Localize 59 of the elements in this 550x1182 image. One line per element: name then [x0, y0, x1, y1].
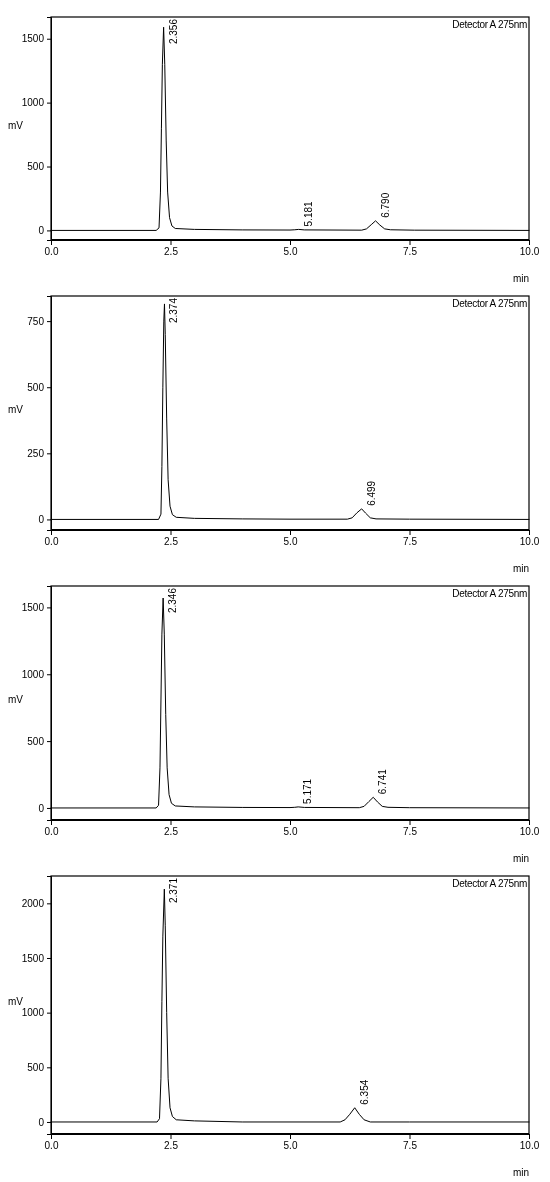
x-tick-label: 2.5 [164, 536, 179, 548]
x-tick-label: 5.0 [283, 1140, 298, 1152]
y-tick-label: 0 [38, 225, 45, 237]
y-tick-label: 500 [27, 161, 45, 173]
x-tick-label: 7.5 [403, 1140, 418, 1152]
annotation: Detector A 275nm [452, 588, 527, 599]
annotation: 5.181 [302, 200, 314, 227]
annotation: 2.346 [167, 587, 179, 614]
y-tick-label: 250 [27, 448, 45, 460]
x-tick-label: 10.0 [519, 1140, 540, 1152]
x-tick-label: 10.0 [519, 536, 540, 548]
y-tick-label: 500 [27, 381, 45, 393]
y-tick-label: 500 [27, 1062, 45, 1074]
x-tick-label: 10.0 [519, 826, 540, 838]
x-tick-label: 7.5 [403, 246, 418, 258]
y-tick-label: 2000 [21, 898, 45, 910]
y-axis-title: mV [8, 119, 24, 131]
x-tick-label: 0.0 [44, 246, 59, 258]
y-axis-title: mV [8, 996, 24, 1007]
x-axis-title: min [512, 273, 529, 284]
annotation: 2.356 [167, 18, 179, 45]
x-tick-label: 5.0 [283, 246, 298, 258]
annotation: Detector A 275nm [452, 298, 527, 309]
x-axis-title: min [512, 1167, 529, 1178]
y-tick-label: 0 [38, 514, 45, 526]
annotation: 2.371 [168, 877, 180, 904]
y-tick-label: 750 [27, 315, 45, 327]
x-tick-label: 5.0 [283, 826, 298, 838]
x-tick-label: 10.0 [519, 246, 540, 258]
x-tick-label: 2.5 [164, 826, 179, 838]
annotation: 2.374 [168, 297, 180, 324]
annotation: 6.790 [379, 192, 391, 218]
y-tick-label: 1500 [21, 952, 45, 964]
x-tick-label: 2.5 [164, 1140, 179, 1152]
annotation: Detector A 275nm [452, 19, 527, 30]
y-tick-label: 1500 [21, 602, 45, 614]
y-tick-label: 1000 [21, 1007, 45, 1019]
y-tick-label: 0 [38, 802, 45, 814]
y-tick-label: 0 [38, 1116, 45, 1128]
annotation: 6.741 [377, 768, 389, 795]
y-tick-label: 1000 [21, 97, 45, 109]
y-axis-title: mV [8, 404, 24, 415]
x-tick-label: 7.5 [403, 536, 418, 548]
y-tick-label: 1500 [21, 33, 45, 45]
y-tick-label: 1000 [21, 668, 45, 680]
y-axis-title: mV [8, 694, 24, 705]
x-tick-label: 0.0 [44, 1140, 59, 1152]
annotation: 6.354 [358, 1079, 370, 1105]
annotation: 6.499 [365, 480, 377, 506]
x-axis-title: min [512, 853, 529, 864]
x-tick-label: 7.5 [403, 826, 418, 838]
x-tick-label: 5.0 [283, 536, 298, 548]
x-tick-label: 2.5 [164, 246, 179, 258]
annotation: 5.171 [302, 778, 314, 804]
x-axis-title: min [512, 563, 529, 574]
annotation: Detector A 275nm [452, 878, 527, 889]
y-tick-label: 500 [27, 735, 45, 747]
x-tick-label: 0.0 [44, 536, 59, 548]
x-tick-label: 0.0 [44, 826, 59, 838]
